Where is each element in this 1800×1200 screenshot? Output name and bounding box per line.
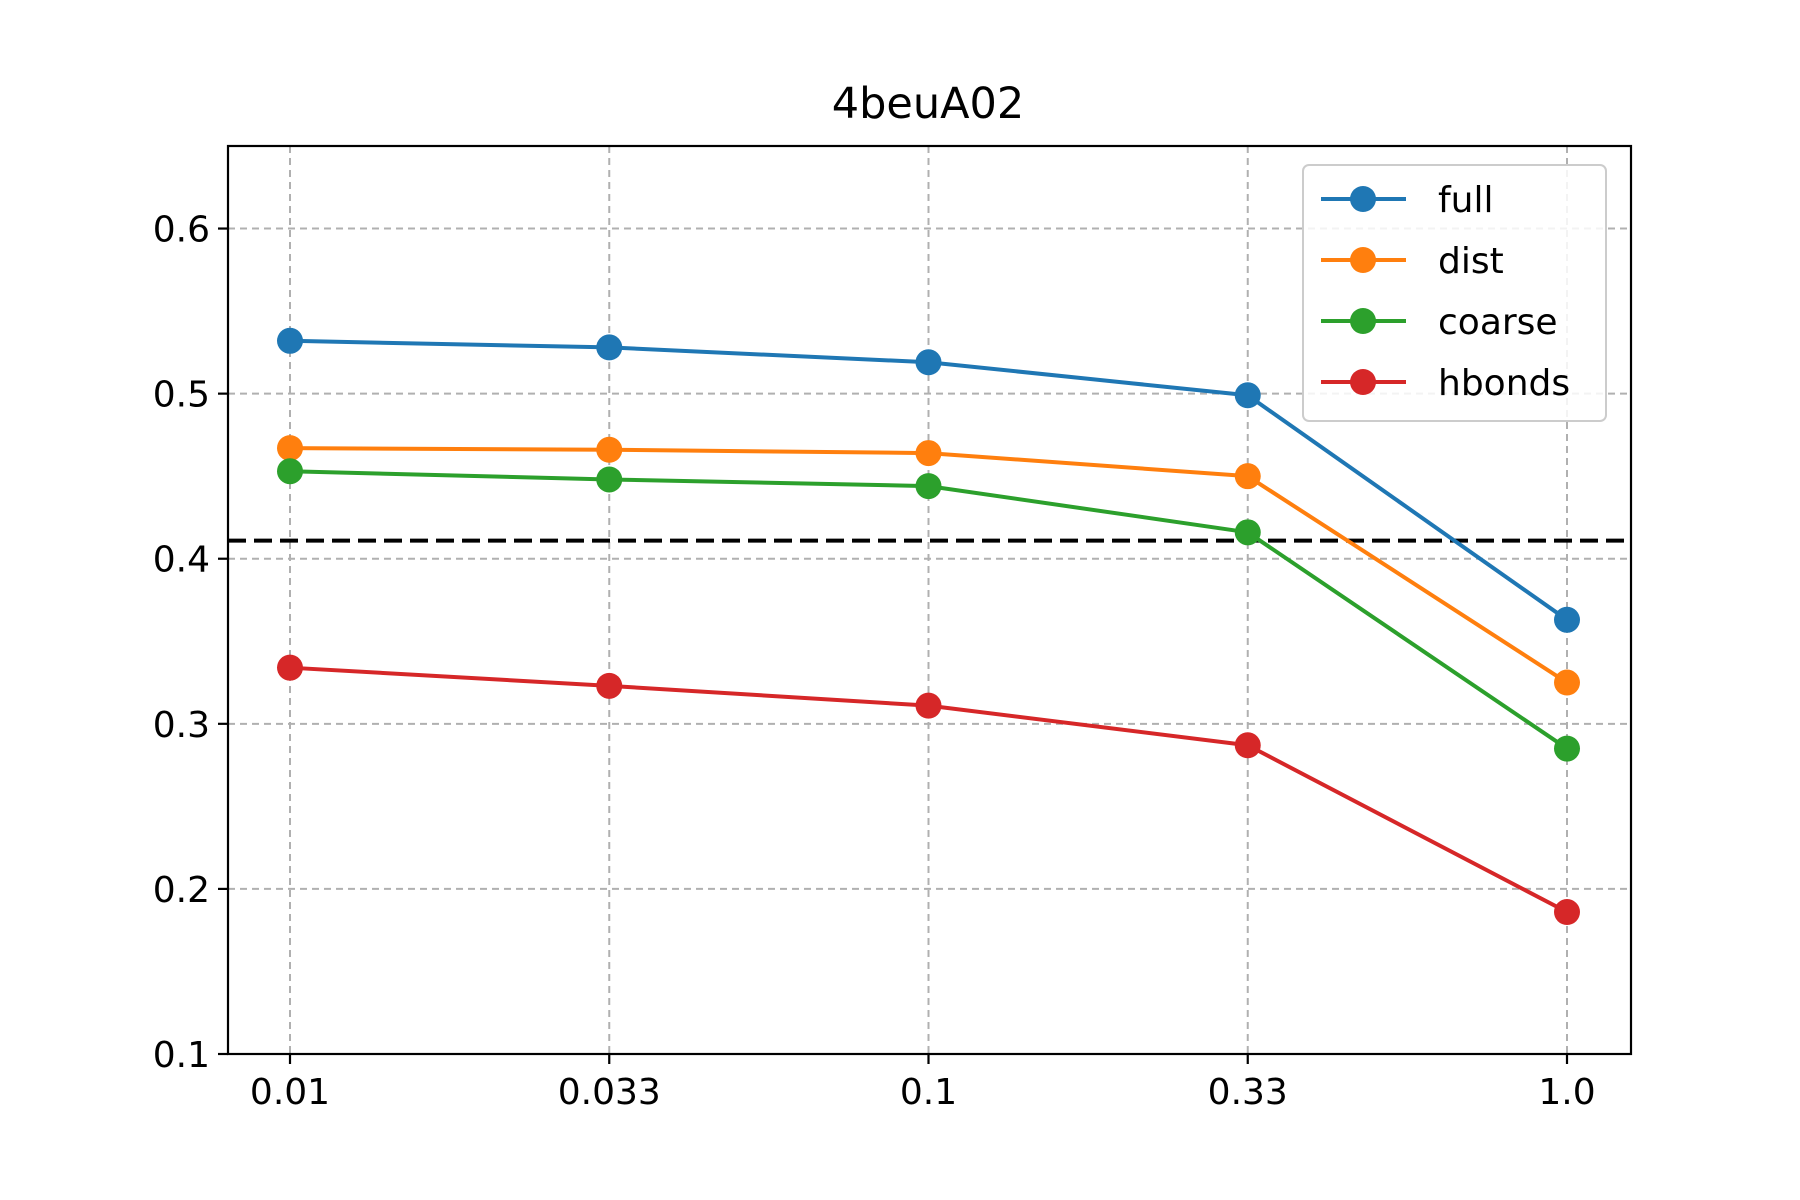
legend-marker-full — [1350, 186, 1376, 212]
y-tick-label: 0.3 — [153, 705, 210, 746]
x-tick-label: 0.33 — [1208, 1072, 1288, 1113]
legend-marker-dist — [1350, 247, 1376, 273]
data-point-hbonds — [596, 672, 623, 699]
chart-title: 4beuA02 — [832, 79, 1025, 129]
x-tick-label: 1.0 — [1538, 1072, 1595, 1113]
data-point-dist — [1554, 669, 1580, 696]
data-point-dist — [915, 440, 942, 467]
y-tick-label: 0.2 — [153, 870, 210, 911]
data-point-full — [1234, 382, 1261, 409]
y-tick-label: 0.6 — [153, 210, 210, 251]
data-point-full — [915, 349, 942, 376]
legend: full dist coarse hbonds — [1302, 164, 1607, 422]
x-tick-label: 0.033 — [558, 1072, 661, 1113]
data-point-coarse — [1234, 519, 1261, 546]
series-layer — [277, 327, 1580, 926]
y-tick-label: 0.1 — [153, 1035, 210, 1076]
data-point-hbonds — [915, 692, 942, 719]
series-coarse — [277, 458, 1580, 762]
data-point-coarse — [277, 458, 303, 485]
legend-marker-hbonds — [1350, 369, 1376, 395]
data-point-dist — [596, 436, 623, 463]
legend-box — [1302, 164, 1607, 422]
legend-marker-coarse — [1350, 308, 1376, 334]
data-point-dist — [277, 435, 303, 462]
series-dist — [277, 435, 1580, 696]
data-point-coarse — [915, 473, 942, 500]
data-point-full — [277, 327, 303, 354]
legend-label-dist: dist — [1438, 241, 1504, 282]
legend-label-hbonds: hbonds — [1438, 363, 1570, 404]
x-tick-label: 0.01 — [250, 1072, 330, 1113]
data-point-hbonds — [277, 654, 303, 681]
legend-label-coarse: coarse — [1438, 302, 1558, 343]
data-point-hbonds — [1554, 899, 1580, 926]
y-tick-label: 0.5 — [153, 375, 210, 416]
y-tick-label: 0.4 — [153, 540, 210, 581]
data-point-coarse — [1554, 735, 1580, 762]
data-point-full — [596, 334, 623, 361]
data-point-hbonds — [1234, 732, 1261, 759]
series-hbonds — [277, 654, 1580, 926]
data-point-full — [1554, 606, 1580, 633]
series-full — [277, 327, 1580, 633]
data-point-dist — [1234, 463, 1261, 490]
legend-label-full: full — [1438, 180, 1494, 221]
x-tick-label: 0.1 — [900, 1072, 957, 1113]
data-point-coarse — [596, 466, 623, 493]
axis-ticks: 0.01 0.033 0.1 0.33 1.0 0.1 0.2 0.3 0.4 0.5 0.6 — [153, 210, 1596, 1113]
